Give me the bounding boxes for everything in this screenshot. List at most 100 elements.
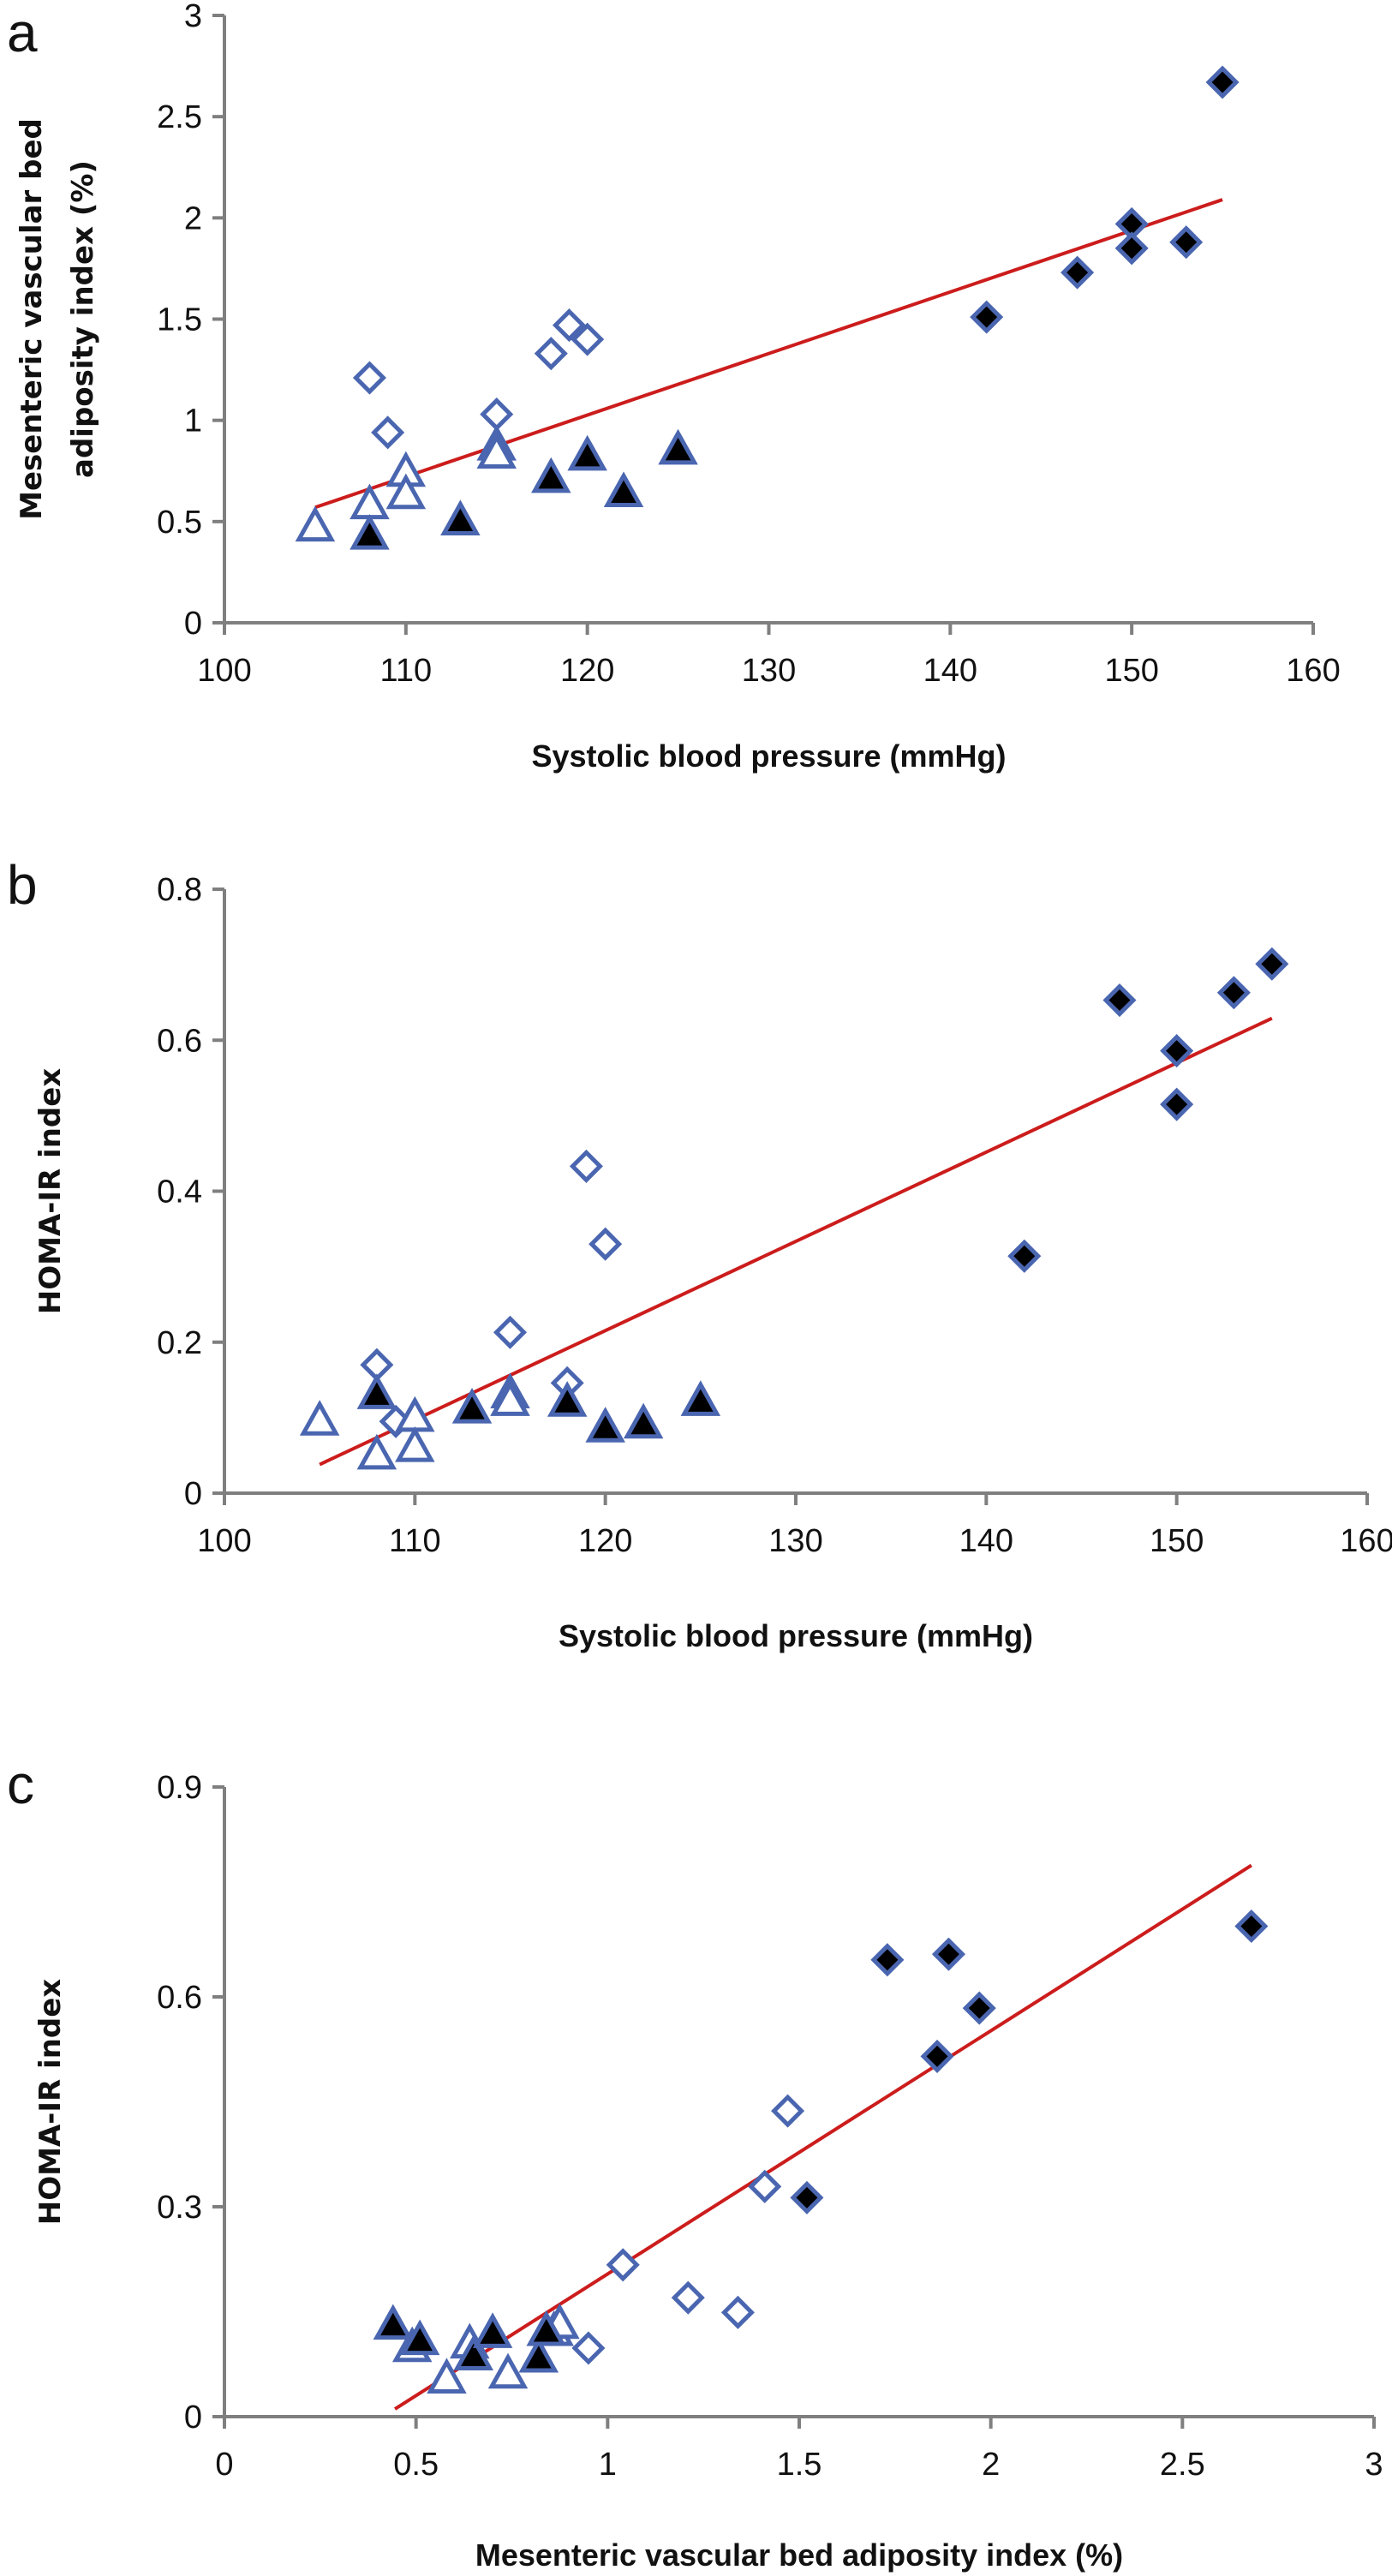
y-tick-label: 0	[184, 2400, 202, 2436]
x-tick-label: 150	[1150, 1523, 1204, 1559]
series-open-triangle	[299, 1372, 530, 1470]
data-point-filled-triangle	[472, 2312, 513, 2348]
data-point-open-triangle	[385, 473, 427, 510]
data-point-filled-diamond	[1160, 1034, 1194, 1068]
panel-label: b	[7, 854, 38, 916]
data-point-filled-diamond	[1205, 65, 1240, 99]
data-point-open-diamond	[569, 1149, 603, 1183]
series-open-diamond	[571, 2094, 805, 2365]
y-axis-title: HOMA-IR index	[33, 1068, 68, 1315]
data-point-filled-diamond	[1255, 947, 1289, 981]
data-point-open-diamond	[493, 1315, 528, 1349]
data-point-open-triangle	[490, 1380, 530, 1416]
series-filled-diamond	[970, 65, 1240, 334]
data-point-filled-triangle	[567, 434, 607, 471]
data-point-filled-triangle	[373, 2304, 414, 2340]
x-tick-label: 1.5	[777, 2447, 822, 2483]
data-point-filled-diamond	[1234, 1909, 1269, 1944]
data-point-filled-diamond	[1007, 1239, 1042, 1273]
data-point-filled-diamond	[1216, 976, 1251, 1010]
x-tick-label: 3	[1365, 2447, 1383, 2483]
data-point-open-triangle	[476, 433, 517, 469]
x-axis-title: Systolic blood pressure (mmHg)	[531, 738, 1006, 774]
trendline	[314, 198, 1223, 510]
data-point-open-diamond	[588, 1227, 623, 1261]
x-tick-label: 160	[1340, 1523, 1392, 1559]
x-tick-label: 100	[197, 1523, 251, 1559]
y-tick-label: 3	[184, 0, 202, 34]
data-point-open-diamond	[480, 397, 514, 432]
x-tick-label: 150	[1104, 653, 1158, 689]
data-point-filled-triangle	[547, 1381, 588, 1417]
data-point-filled-triangle	[349, 513, 390, 550]
data-point-filled-diamond	[962, 1991, 996, 2025]
data-point-open-diamond	[720, 2295, 755, 2329]
data-point-open-diamond	[606, 2248, 640, 2282]
panel-a: a 0 0.5 1 1.5 2 2.5 3 100 110 120 130 140 150 160 Systo…	[7, 0, 1341, 774]
series-filled-diamond	[1007, 947, 1289, 1273]
y-axis-title: HOMA-IR index	[33, 1979, 68, 2226]
x-tick-label: 120	[578, 1523, 632, 1559]
x-tick-label: 140	[923, 653, 977, 689]
x-tick-label: 110	[389, 1523, 441, 1559]
y-tick-label: 0.6	[157, 1023, 202, 1059]
data-point-filled-diamond	[1169, 225, 1204, 260]
x-tick-label: 1	[599, 2447, 617, 2483]
panel-label: a	[7, 2, 38, 63]
y-axis-title: adiposity index (%)	[66, 160, 100, 478]
series-open-triangle	[295, 424, 517, 542]
data-point-open-diamond	[371, 415, 405, 450]
data-point-open-triangle	[356, 1433, 397, 1470]
y-tick-label: 0.9	[157, 1770, 202, 1806]
data-point-filled-triangle	[440, 499, 481, 536]
data-point-open-diamond	[671, 2280, 705, 2315]
data-point-filled-diamond	[790, 2180, 824, 2214]
data-point-filled-triangle	[585, 1407, 625, 1443]
data-point-open-diamond	[748, 2169, 782, 2203]
data-point-open-triangle	[427, 2358, 467, 2394]
data-point-filled-diamond	[920, 2039, 954, 2073]
y-tick-label: 0.4	[157, 1174, 202, 1210]
x-tick-label: 2	[982, 2447, 1000, 2483]
data-point-filled-diamond	[1102, 983, 1137, 1018]
x-tick-label: 130	[768, 1523, 822, 1559]
data-point-open-triangle	[487, 2352, 529, 2389]
series-open-diamond	[360, 1149, 623, 1438]
x-tick-label: 160	[1286, 653, 1340, 689]
y-tick-label: 2	[184, 200, 202, 236]
data-point-filled-diamond	[970, 300, 1004, 334]
data-point-filled-triangle	[623, 1402, 664, 1439]
data-point-open-diamond	[534, 337, 568, 371]
data-point-filled-triangle	[399, 2319, 440, 2356]
data-point-filled-diamond	[1160, 1087, 1194, 1121]
x-tick-label: 120	[560, 653, 614, 689]
y-tick-label: 0	[184, 606, 202, 642]
data-point-open-diamond	[552, 308, 587, 343]
x-tick-label: 0	[215, 2447, 233, 2483]
data-point-open-diamond	[571, 2331, 606, 2365]
y-tick-label: 0.6	[157, 1980, 202, 2016]
y-tick-label: 0.2	[157, 1325, 202, 1361]
series-open-diamond	[352, 308, 605, 450]
series-filled-triangle	[356, 1373, 721, 1443]
x-tick-label: 110	[380, 653, 433, 689]
data-point-filled-triangle	[453, 2334, 494, 2371]
y-tick-label: 2.5	[157, 99, 202, 135]
data-point-filled-triangle	[603, 471, 644, 507]
y-tick-label: 1.5	[157, 302, 202, 338]
data-point-filled-triangle	[658, 428, 698, 465]
data-point-filled-triangle	[526, 2310, 567, 2346]
series-filled-triangle	[349, 428, 698, 550]
y-tick-label: 0.5	[157, 505, 202, 541]
series-filled-diamond	[790, 1909, 1269, 2214]
data-point-filled-diamond	[931, 1937, 965, 1971]
panel-label: c	[7, 1754, 34, 1815]
data-point-open-triangle	[395, 1425, 435, 1462]
series-filled-triangle	[373, 2304, 567, 2373]
data-point-filled-triangle	[451, 1388, 493, 1424]
panel-b: b 0 0.2 0.4 0.6 0.8 100 110 120 130 140 150 160 Systo…	[7, 854, 1392, 1653]
x-tick-label: 2.5	[1160, 2447, 1205, 2483]
data-point-open-diamond	[352, 361, 387, 395]
data-point-open-diamond	[571, 322, 605, 356]
y-tick-label: 0.3	[157, 2190, 202, 2226]
